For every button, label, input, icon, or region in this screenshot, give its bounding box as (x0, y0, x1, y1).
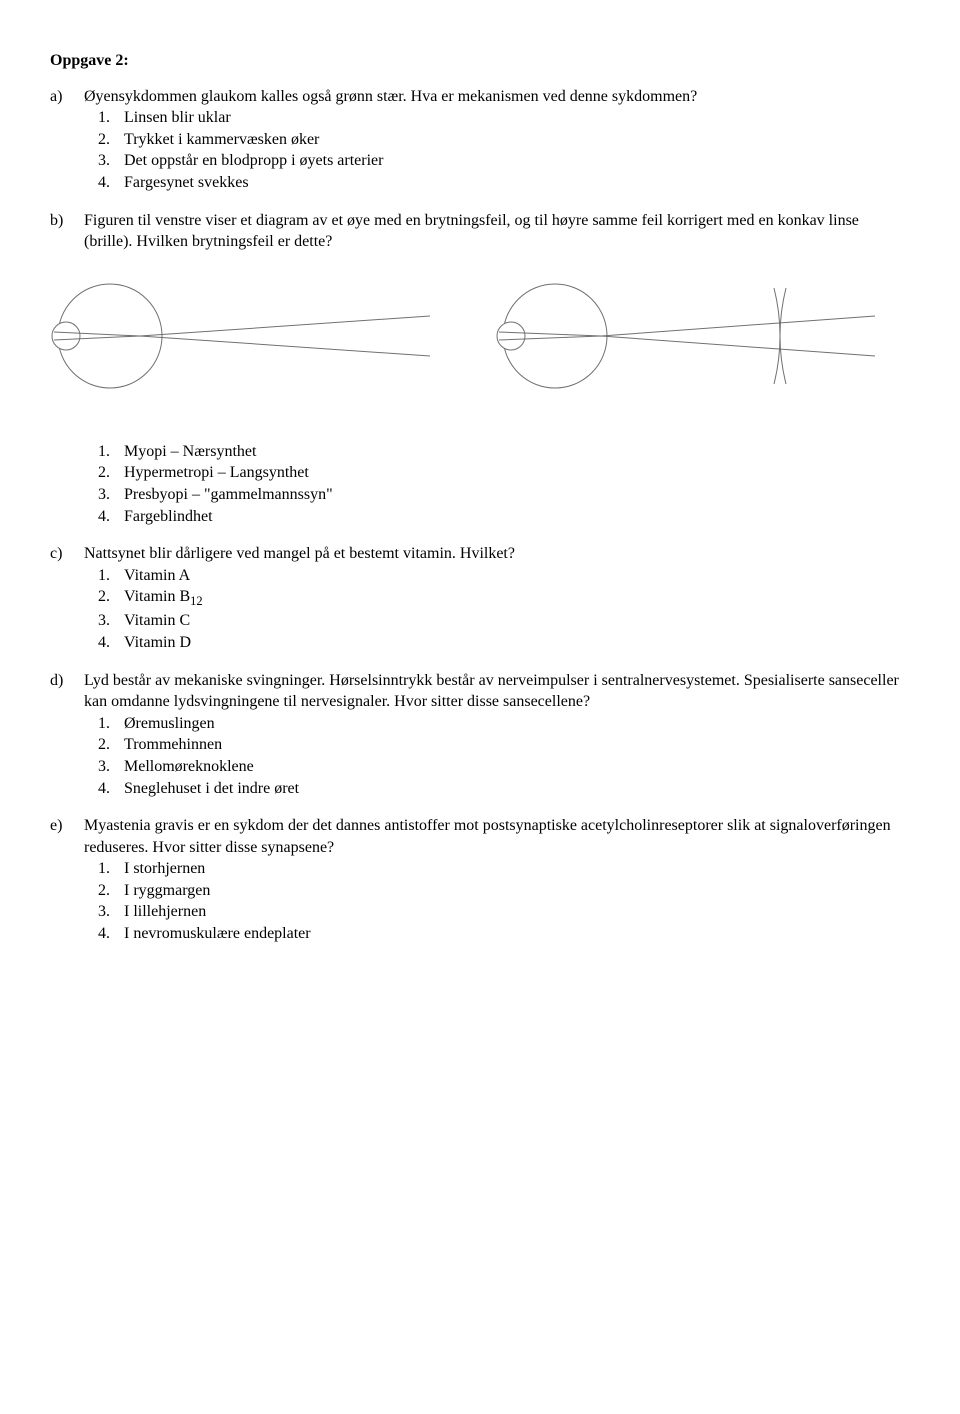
q-a-stem: Øyensykdommen glaukom kalles også grønn … (84, 86, 900, 108)
question-b: b) Figuren til venstre viser et diagram … (50, 210, 900, 253)
q-c-opt-3: Vitamin C (124, 610, 900, 632)
opt-num: 3. (84, 484, 124, 506)
opt-num: 4. (84, 172, 124, 194)
q-a-opt-1: Linsen blir uklar (124, 107, 900, 129)
question-a: a) Øyensykdommen glaukom kalles også grø… (50, 86, 900, 194)
q-b-opt-1: Myopi – Nærsynthet (124, 441, 900, 463)
eye-diagram (50, 281, 900, 391)
q-e-label: e) (50, 815, 84, 945)
q-c-opt-1: Vitamin A (124, 565, 900, 587)
q-a-opt-2: Trykket i kammervæsken øker (124, 129, 900, 151)
opt-num: 3. (84, 756, 124, 778)
opt-num: 3. (84, 901, 124, 923)
q-d-opt-1: Øremuslingen (124, 713, 900, 735)
q-b-opt-2: Hypermetropi – Langsynthet (124, 462, 900, 484)
opt-num: 1. (84, 858, 124, 880)
q-b-stem: Figuren til venstre viser et diagram av … (84, 210, 900, 253)
q-d-label: d) (50, 670, 84, 800)
q-d-stem: Lyd består av mekaniske svingninger. Hør… (84, 670, 900, 713)
q-c-opt-4: Vitamin D (124, 632, 900, 654)
q-a-opt-4: Fargesynet svekkes (124, 172, 900, 194)
opt-num: 1. (84, 441, 124, 463)
opt-num: 4. (84, 923, 124, 945)
q-d-opt-2: Trommehinnen (124, 734, 900, 756)
q-e-opt-2: I ryggmargen (124, 880, 900, 902)
q-a-opt-3: Det oppstår en blodpropp i øyets arterie… (124, 150, 900, 172)
q-a-label: a) (50, 86, 84, 194)
opt-num: 1. (84, 107, 124, 129)
question-e: e) Myastenia gravis er en sykdom der det… (50, 815, 900, 945)
q-c-label: c) (50, 543, 84, 653)
task-title: Oppgave 2: (50, 50, 900, 72)
question-c: c) Nattsynet blir dårligere ved mangel p… (50, 543, 900, 653)
opt-num: 2. (84, 462, 124, 484)
q-e-opt-4: I nevromuskulære endeplater (124, 923, 900, 945)
question-b-options: 1.Myopi – Nærsynthet 2.Hypermetropi – La… (50, 441, 900, 527)
opt-num: 4. (84, 778, 124, 800)
opt-num: 4. (84, 506, 124, 528)
q-c-stem: Nattsynet blir dårligere ved mangel på e… (84, 543, 900, 565)
opt-num: 4. (84, 632, 124, 654)
opt-num: 1. (84, 713, 124, 735)
eye-diagram-left (50, 281, 435, 391)
opt-num: 3. (84, 610, 124, 632)
question-d: d) Lyd består av mekaniske svingninger. … (50, 670, 900, 800)
opt-num: 1. (84, 565, 124, 587)
q-d-opt-4: Sneglehuset i det indre øret (124, 778, 900, 800)
opt-num: 2. (84, 880, 124, 902)
q-b-opt-3: Presbyopi – "gammelmannssyn" (124, 484, 900, 506)
q-e-stem: Myastenia gravis er en sykdom der det da… (84, 815, 900, 858)
q-b-label: b) (50, 210, 84, 253)
q-c-opt-2: Vitamin B12 (124, 586, 900, 610)
q-e-opt-3: I lillehjernen (124, 901, 900, 923)
opt-num: 2. (84, 734, 124, 756)
q-e-opt-1: I storhjernen (124, 858, 900, 880)
opt-num: 2. (84, 129, 124, 151)
eye-diagram-right (495, 281, 880, 391)
opt-num: 3. (84, 150, 124, 172)
q-b-opt-4: Fargeblindhet (124, 506, 900, 528)
opt-num: 2. (84, 586, 124, 610)
q-d-opt-3: Mellomøreknoklene (124, 756, 900, 778)
